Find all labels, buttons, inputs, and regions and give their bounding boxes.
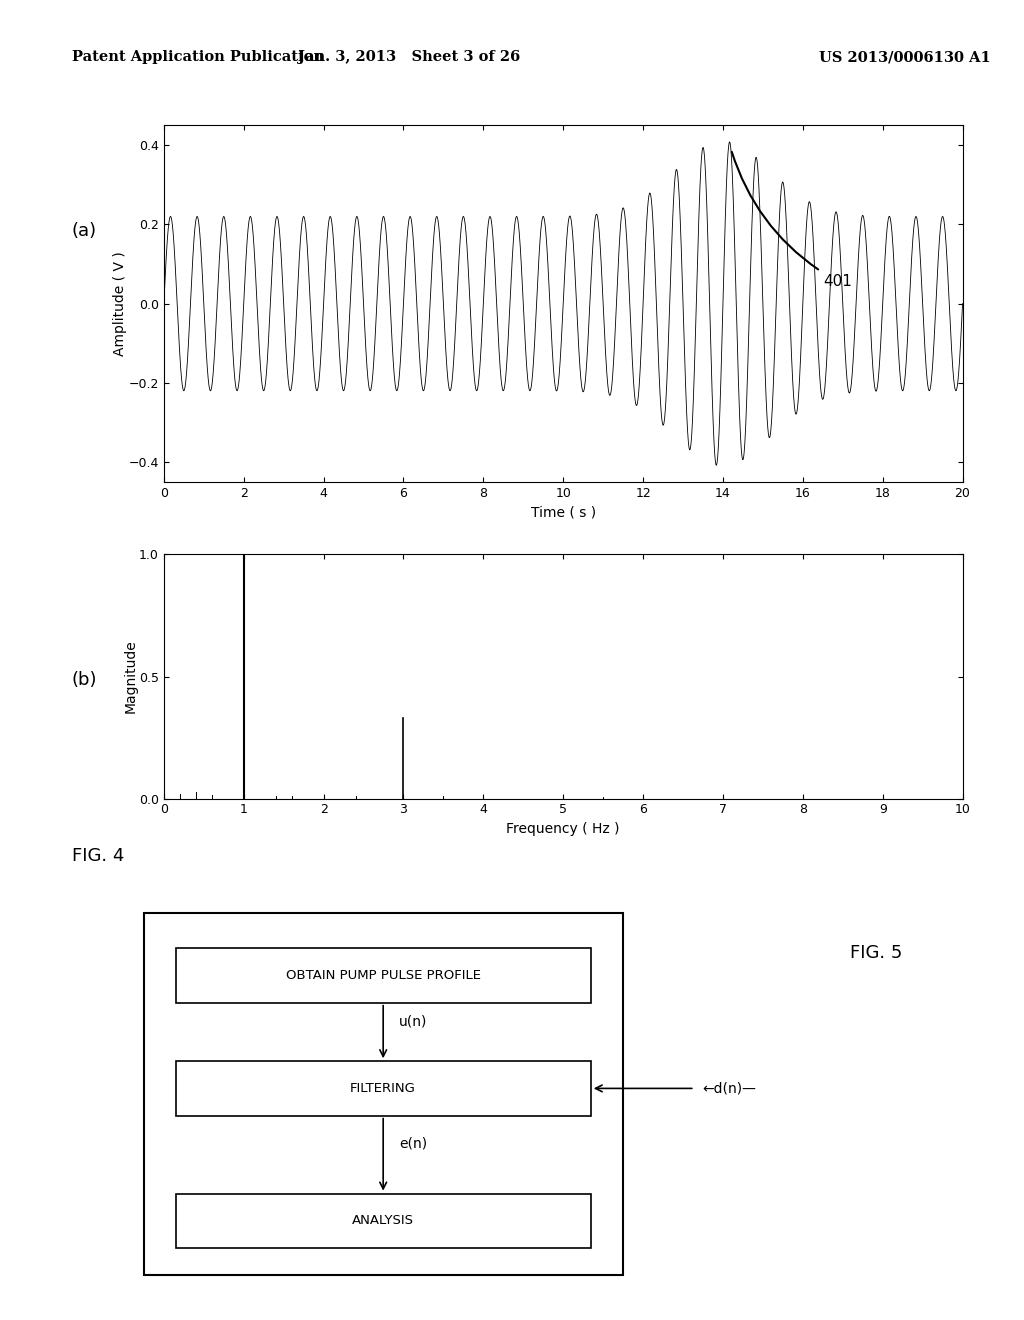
Text: e(n): e(n) xyxy=(399,1137,427,1151)
Bar xyxy=(143,913,623,1275)
Bar xyxy=(175,1061,591,1115)
Text: OBTAIN PUMP PULSE PROFILE: OBTAIN PUMP PULSE PROFILE xyxy=(286,969,480,982)
Text: (a): (a) xyxy=(72,222,97,240)
Text: (b): (b) xyxy=(72,671,97,689)
X-axis label: Time ( s ): Time ( s ) xyxy=(530,506,596,519)
Text: ANALYSIS: ANALYSIS xyxy=(352,1214,414,1228)
Text: US 2013/0006130 A1: US 2013/0006130 A1 xyxy=(819,50,991,65)
Y-axis label: Amplitude ( V ): Amplitude ( V ) xyxy=(114,251,127,356)
Text: FILTERING: FILTERING xyxy=(350,1082,416,1094)
X-axis label: Frequency ( Hz ): Frequency ( Hz ) xyxy=(507,822,620,836)
Text: FIG. 4: FIG. 4 xyxy=(72,846,124,865)
Text: Jan. 3, 2013   Sheet 3 of 26: Jan. 3, 2013 Sheet 3 of 26 xyxy=(298,50,521,65)
Text: Patent Application Publication: Patent Application Publication xyxy=(72,50,324,65)
Text: FIG. 5: FIG. 5 xyxy=(850,944,902,962)
Bar xyxy=(175,948,591,1003)
Bar xyxy=(175,1193,591,1249)
Text: u(n): u(n) xyxy=(399,1014,428,1028)
Y-axis label: Magnitude: Magnitude xyxy=(124,640,137,713)
Text: 401: 401 xyxy=(732,152,852,289)
Text: ←d(n)—: ←d(n)— xyxy=(702,1081,757,1096)
